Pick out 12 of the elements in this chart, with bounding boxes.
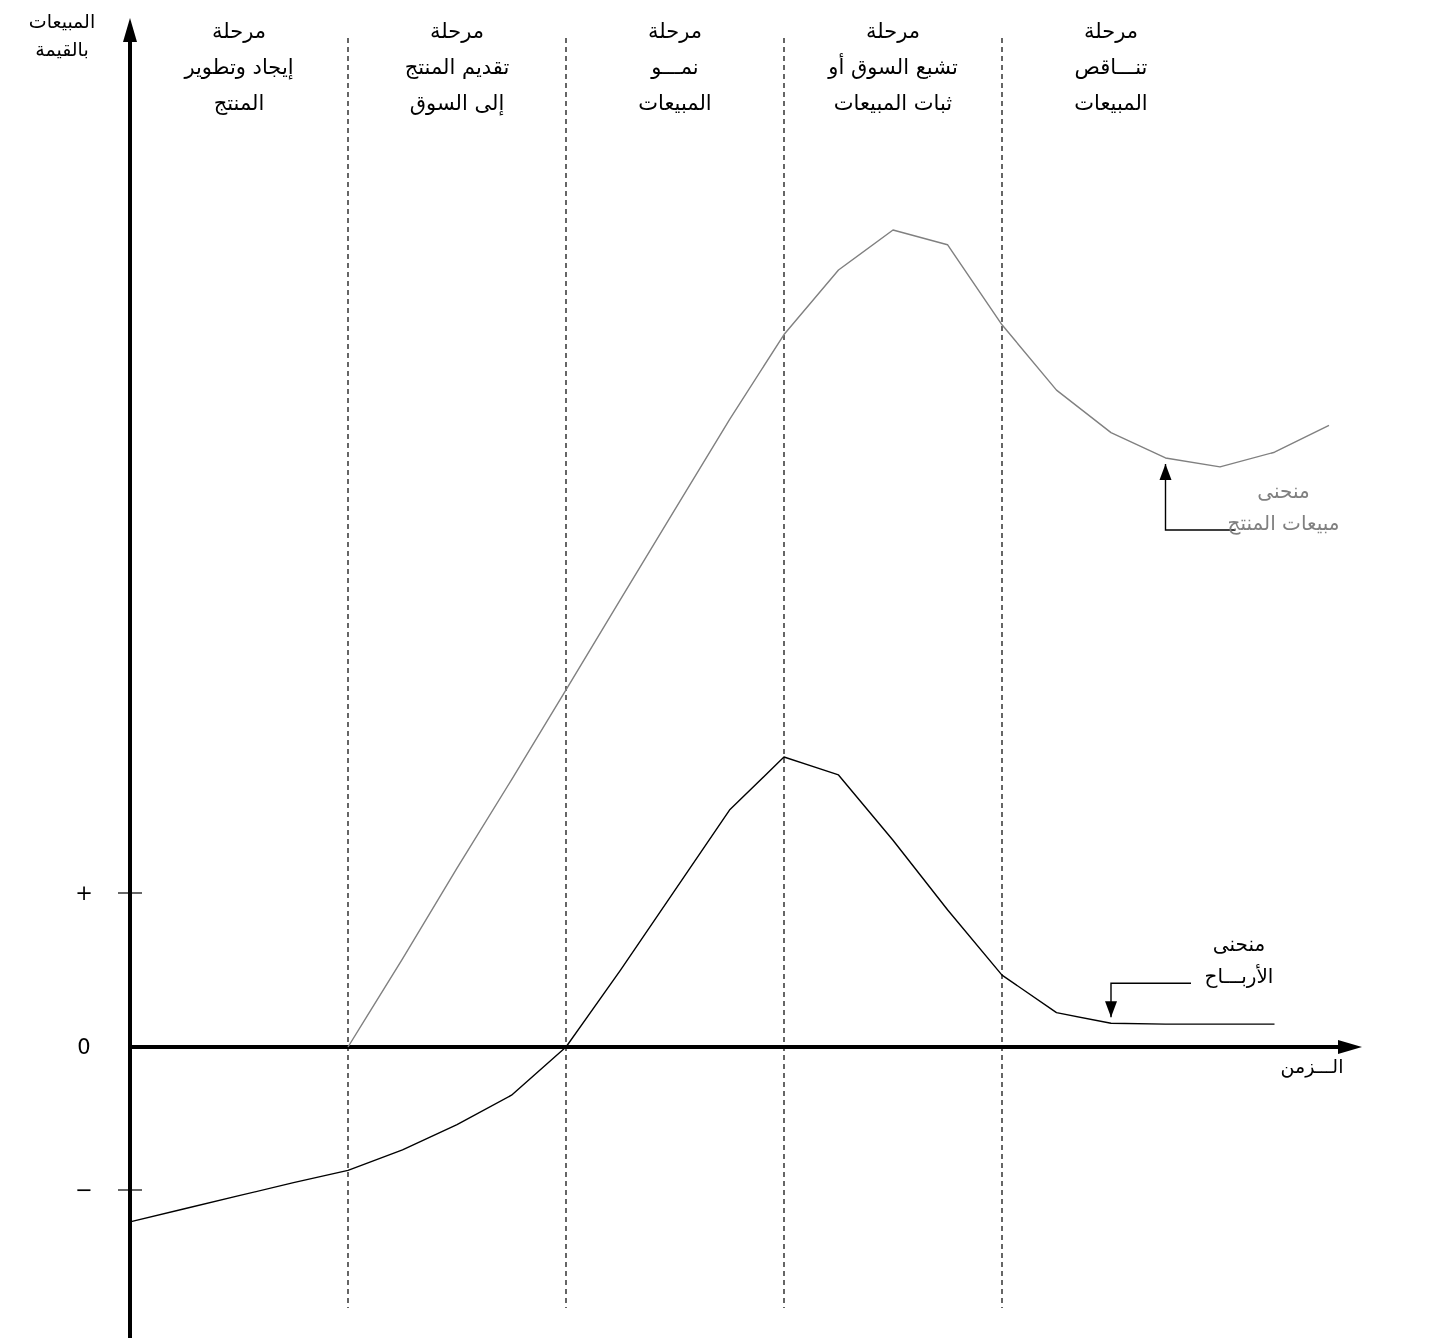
x-tick-label: مرحلة نمـــو المبيعات: [638, 19, 712, 115]
x-tick-label: مرحلة تقديم المنتج إلى السوق: [404, 19, 510, 116]
x-tick-label: مرحلة تنـــاقص المبيعات: [1074, 19, 1148, 115]
y-level-note: 0: [77, 1035, 91, 1059]
x-tick-label: مرحلة تشبع السوق أو ثبات المبيعات: [827, 19, 958, 115]
series-label: منحنى مبيعات المنتج: [1227, 478, 1340, 535]
x-axis-title: الـــزمن: [1280, 1055, 1344, 1078]
y-level-note: −: [75, 1178, 143, 1202]
series-label: منحنى الأربـــاح: [1204, 932, 1274, 989]
y-level-note: +: [75, 881, 143, 905]
y-axis-title: المبيعات بالقيمة: [28, 10, 96, 60]
x-tick-label: مرحلة إيجاد وتطوير المنتج: [183, 19, 294, 115]
